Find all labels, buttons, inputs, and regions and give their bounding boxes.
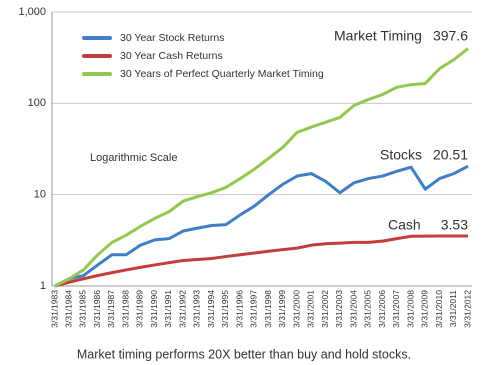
end-label: Market Timing <box>334 28 422 44</box>
end-value: 20.51 <box>433 147 468 163</box>
x-tick-label: 3/31/1999 <box>277 290 287 328</box>
x-tick-label: 3/31/2002 <box>320 290 330 328</box>
y-tick-label: 1,000 <box>18 6 46 18</box>
x-tick-label: 3/31/2003 <box>334 290 344 328</box>
x-tick-label: 3/31/1987 <box>106 290 116 328</box>
y-tick-label: 100 <box>28 97 46 109</box>
x-tick-label: 3/31/1990 <box>149 290 159 328</box>
end-value: 3.53 <box>441 217 468 233</box>
legend-label: 30 Year Stock Returns <box>120 32 224 44</box>
x-tick-label: 3/31/1996 <box>234 290 244 328</box>
x-tick-label: 3/31/2011 <box>448 290 458 327</box>
series-line <box>54 164 469 288</box>
x-tick-label: 3/31/2008 <box>405 290 415 328</box>
end-label: Cash <box>388 217 421 233</box>
x-tick-label: 3/31/1998 <box>263 290 273 328</box>
x-tick-label: 3/31/2006 <box>377 290 387 328</box>
x-tick-label: 3/31/2005 <box>363 290 373 328</box>
y-tick-label: 1 <box>40 280 46 292</box>
x-tick-label: 3/31/1994 <box>206 290 216 328</box>
series-line <box>54 47 469 288</box>
caption: Market timing performs 20X better than b… <box>77 347 411 361</box>
scale-note: Logarithmic Scale <box>90 152 177 164</box>
x-tick-label: 3/31/1991 <box>163 290 173 328</box>
x-tick-label: 3/31/1988 <box>120 290 130 328</box>
legend-label: 30 Years of Perfect Quarterly Market Tim… <box>120 68 324 80</box>
y-tick-label: 10 <box>34 189 46 201</box>
x-tick-label: 3/31/2010 <box>434 290 444 328</box>
x-tick-label: 3/31/2001 <box>306 290 316 328</box>
x-tick-label: 3/31/1995 <box>220 290 230 328</box>
x-tick-label: 3/31/1992 <box>177 290 187 328</box>
x-tick-label: 3/31/1997 <box>249 290 259 328</box>
series-line <box>54 234 468 288</box>
x-tick-label: 3/31/2000 <box>291 290 301 328</box>
x-tick-label: 3/31/1986 <box>92 290 102 328</box>
legend-label: 30 Year Cash Returns <box>120 50 223 62</box>
x-tick-label: 3/31/2004 <box>348 290 358 328</box>
x-tick-label: 3/31/1985 <box>78 290 88 328</box>
x-tick-label: 3/31/1983 <box>49 290 59 328</box>
end-label: Stocks <box>380 147 422 163</box>
end-value: 397.6 <box>433 28 468 44</box>
x-tick-label: 3/31/1984 <box>63 290 73 328</box>
x-tick-label: 3/31/2007 <box>391 290 401 328</box>
x-tick-label: 3/31/1989 <box>135 290 145 328</box>
x-tick-label: 3/31/2009 <box>420 290 430 328</box>
x-tick-label: 3/31/2012 <box>462 290 472 328</box>
x-tick-label: 3/31/1993 <box>192 290 202 328</box>
